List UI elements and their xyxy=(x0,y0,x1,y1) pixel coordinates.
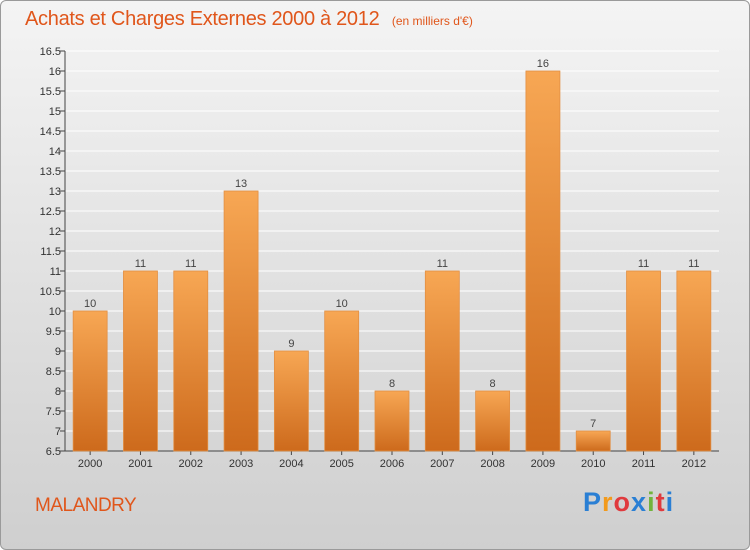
value-label: 9 xyxy=(288,338,294,350)
x-tick-label: 2004 xyxy=(279,458,303,470)
y-tick-label: 7.5 xyxy=(46,406,61,418)
bar xyxy=(173,270,209,452)
value-label: 11 xyxy=(638,258,649,270)
bar xyxy=(374,390,410,452)
x-tick-label: 2012 xyxy=(682,458,706,470)
chart-title: Achats et Charges Externes 2000 à 2012 (… xyxy=(25,8,473,31)
x-tick-label: 2008 xyxy=(480,458,504,470)
value-label: 10 xyxy=(84,298,96,310)
y-tick-label: 11 xyxy=(50,266,61,278)
y-tick-label: 12 xyxy=(49,226,61,238)
value-label: 13 xyxy=(235,178,247,190)
y-tick-label: 9 xyxy=(55,346,61,358)
value-label: 8 xyxy=(490,378,496,390)
value-label: 11 xyxy=(135,258,146,270)
chart-unit-note: (en milliers d'€) xyxy=(391,14,473,28)
y-tick-label: 12.5 xyxy=(40,206,61,218)
commune-name: MALANDRY xyxy=(35,495,137,516)
y-tick-label: 14.5 xyxy=(40,126,61,138)
x-tick-label: 2000 xyxy=(78,458,102,470)
bar xyxy=(676,270,712,452)
y-tick-label: 15 xyxy=(49,106,61,118)
y-tick-label: 8 xyxy=(55,386,61,398)
bar xyxy=(123,270,158,452)
logo-letter: i xyxy=(647,487,656,517)
value-label: 11 xyxy=(437,258,448,270)
x-tick-label: 2001 xyxy=(128,458,152,470)
x-tick-labels: 2000 2001 2002 2003 2004 2005 2006 2007 2008 2009… xyxy=(78,458,706,470)
y-tick-label: 7 xyxy=(55,426,61,438)
bars xyxy=(72,70,712,452)
y-tick-label: 9.5 xyxy=(46,326,61,338)
value-label: 7 xyxy=(590,418,596,430)
proxiti-logo: Proxiti xyxy=(583,487,674,518)
logo-letter: x xyxy=(631,487,648,517)
chart-title-text: Achats et Charges Externes 2000 à 2012 xyxy=(25,8,380,30)
bar xyxy=(475,390,511,452)
x-tick-label: 2009 xyxy=(531,458,555,470)
y-tick-label: 13 xyxy=(49,186,61,198)
y-tick-label: 8.5 xyxy=(46,366,61,378)
bar xyxy=(424,270,460,452)
logo-letter: o xyxy=(613,487,632,517)
bar xyxy=(223,190,259,452)
value-label: 16 xyxy=(537,58,549,70)
value-label: 10 xyxy=(336,298,348,310)
y-tick-label: 6.5 xyxy=(46,446,61,458)
x-tick-label: 2002 xyxy=(179,458,203,470)
x-tick-label: 2003 xyxy=(229,458,253,470)
y-tick-label: 11.5 xyxy=(40,246,61,258)
y-tick-label: 13.5 xyxy=(40,166,61,178)
y-tick-label: 10 xyxy=(49,306,61,318)
value-label: 11 xyxy=(688,258,699,270)
value-label: 11 xyxy=(185,258,196,270)
bar xyxy=(273,350,309,452)
logo-letter: t xyxy=(655,487,666,517)
y-tick-label: 16 xyxy=(49,66,61,78)
logo-letter: P xyxy=(583,487,603,517)
x-tick-label: 2011 xyxy=(632,458,656,470)
logo-letter: r xyxy=(602,487,614,517)
logo-letter: i xyxy=(665,487,675,517)
bar xyxy=(626,270,661,452)
bar xyxy=(575,430,611,452)
value-label: 8 xyxy=(389,378,395,390)
y-tick-label: 15.5 xyxy=(40,86,61,98)
x-tick-label: 2010 xyxy=(581,458,605,470)
x-tick-label: 2006 xyxy=(380,458,404,470)
y-tick-label: 10.5 xyxy=(40,286,61,298)
y-tick-label: 16.5 xyxy=(40,46,61,58)
bar xyxy=(525,70,561,452)
bar xyxy=(324,310,360,452)
bar xyxy=(72,310,108,452)
y-tick-labels: 6.5 7 7.5 8 8.5 9 9.5 10 10.5 11 11.5 12 12.5 13 13.5 1… xyxy=(40,46,61,458)
x-tick-label: 2007 xyxy=(430,458,454,470)
x-tick-label: 2005 xyxy=(329,458,353,470)
y-tick-label: 14 xyxy=(49,146,61,158)
value-labels: 10 11 11 13 9 10 8 11 8 16 7 11 11 xyxy=(84,58,700,430)
